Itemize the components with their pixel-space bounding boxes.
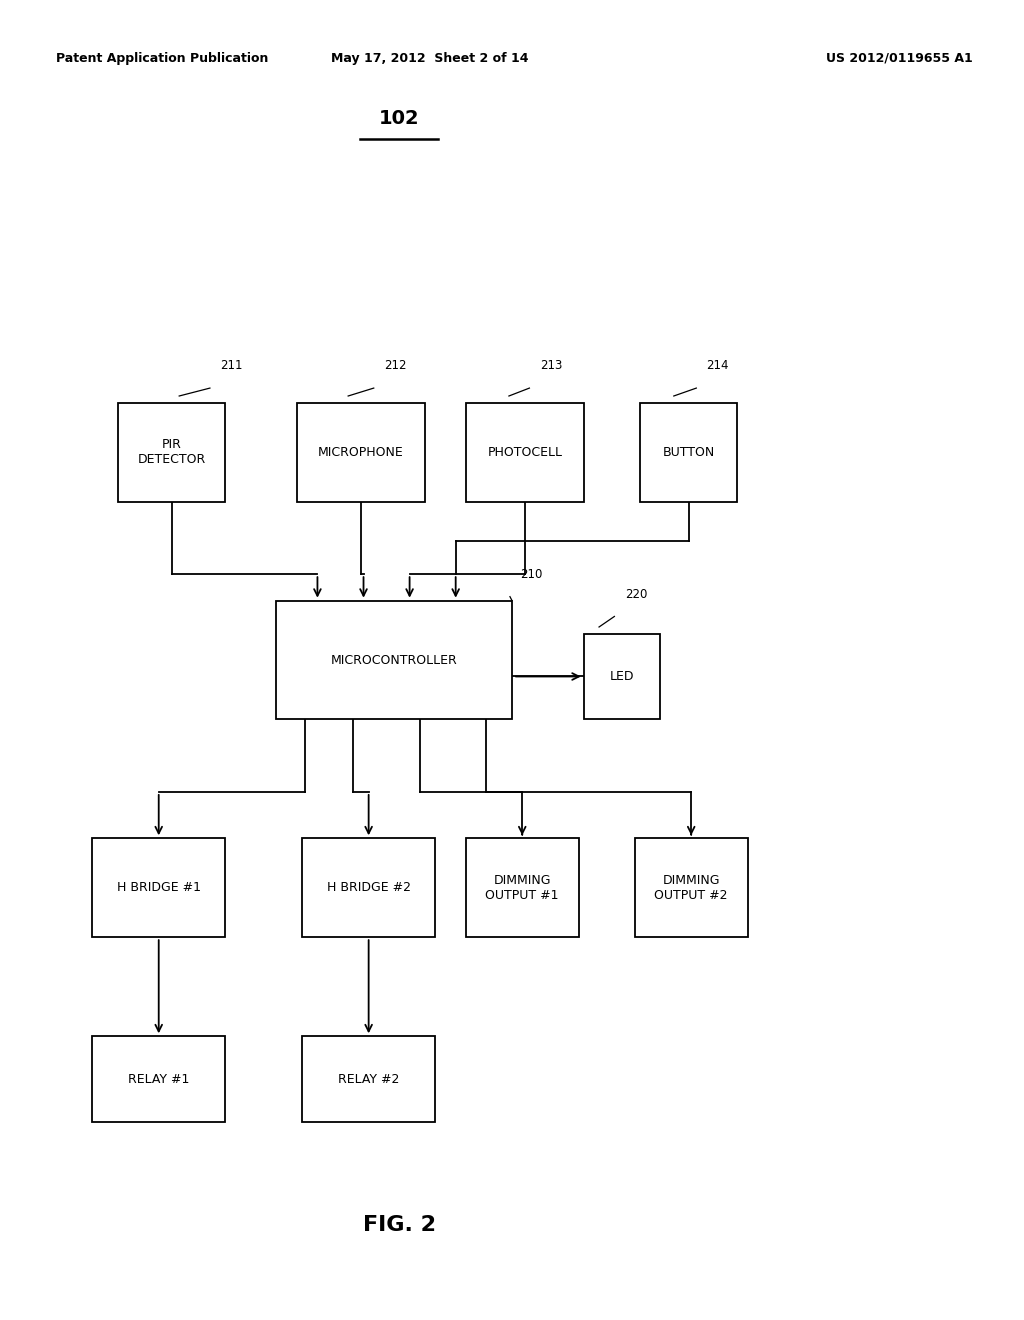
Text: 214: 214 [707,359,729,372]
FancyBboxPatch shape [302,838,435,937]
Text: US 2012/0119655 A1: US 2012/0119655 A1 [826,51,973,65]
Text: RELAY #1: RELAY #1 [128,1073,189,1085]
Text: FIG. 2: FIG. 2 [362,1214,436,1236]
Text: BUTTON: BUTTON [663,446,715,458]
Text: 220: 220 [625,587,647,601]
Text: RELAY #2: RELAY #2 [338,1073,399,1085]
FancyBboxPatch shape [92,838,225,937]
Text: MICROCONTROLLER: MICROCONTROLLER [331,653,458,667]
FancyBboxPatch shape [584,634,660,719]
FancyBboxPatch shape [297,403,425,502]
FancyBboxPatch shape [276,601,512,719]
Text: MICROPHONE: MICROPHONE [318,446,403,458]
Text: 213: 213 [540,359,562,372]
Text: May 17, 2012  Sheet 2 of 14: May 17, 2012 Sheet 2 of 14 [332,51,528,65]
FancyBboxPatch shape [302,1036,435,1122]
FancyBboxPatch shape [466,403,584,502]
Text: H BRIDGE #1: H BRIDGE #1 [117,882,201,894]
FancyBboxPatch shape [640,403,737,502]
Text: 102: 102 [379,110,420,128]
FancyBboxPatch shape [118,403,225,502]
Text: 212: 212 [384,359,407,372]
FancyBboxPatch shape [92,1036,225,1122]
Text: LED: LED [610,671,634,682]
FancyBboxPatch shape [635,838,748,937]
Text: PIR
DETECTOR: PIR DETECTOR [137,438,206,466]
Text: DIMMING
OUTPUT #2: DIMMING OUTPUT #2 [654,874,728,902]
Text: 210: 210 [520,568,543,581]
Text: H BRIDGE #2: H BRIDGE #2 [327,882,411,894]
Text: 211: 211 [220,359,243,372]
FancyBboxPatch shape [466,838,579,937]
Text: DIMMING
OUTPUT #1: DIMMING OUTPUT #1 [485,874,559,902]
Text: PHOTOCELL: PHOTOCELL [487,446,562,458]
Text: Patent Application Publication: Patent Application Publication [56,51,268,65]
